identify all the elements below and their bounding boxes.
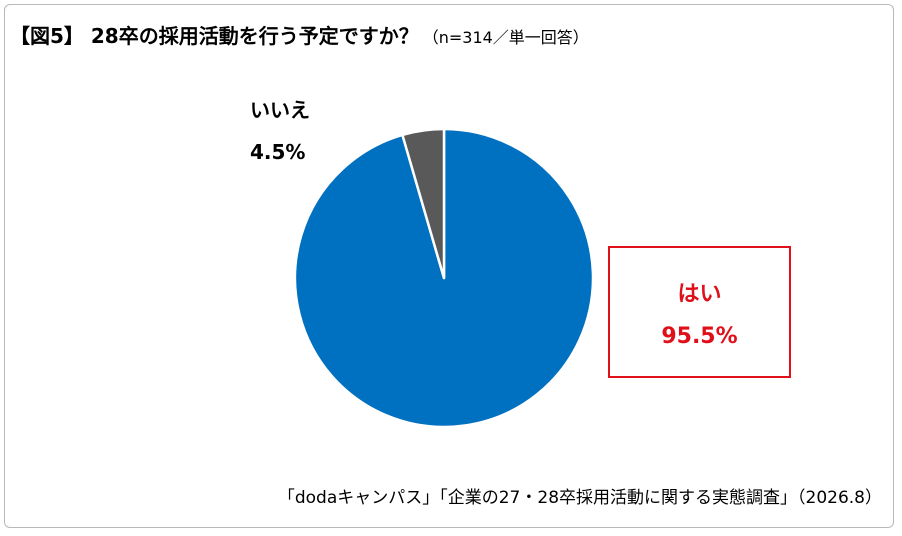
slice-label-yes-value: 95.5% [661, 324, 738, 349]
chart-title-sub: （n=314／単一回答） [422, 28, 589, 47]
slice-label-yes-category: はい [677, 282, 722, 307]
slice-label-yes-box: はい 95.5% [608, 246, 791, 378]
slice-label-no-value: 4.5% [250, 140, 306, 164]
chart-title: 【図5】 28卒の採用活動を行う予定ですか？ （n=314／単一回答） [10, 20, 589, 49]
chart-title-main: 【図5】 28卒の採用活動を行う予定ですか？ [10, 24, 419, 48]
source-note: 「dodaキャンパス」「企業の27・28卒採用活動に関する実態調査」（2026.… [277, 488, 882, 508]
pie-slice-no [401, 127, 446, 280]
slice-label-no: いいえ 4.5% [250, 100, 310, 162]
slice-label-no-category: いいえ [250, 98, 310, 122]
